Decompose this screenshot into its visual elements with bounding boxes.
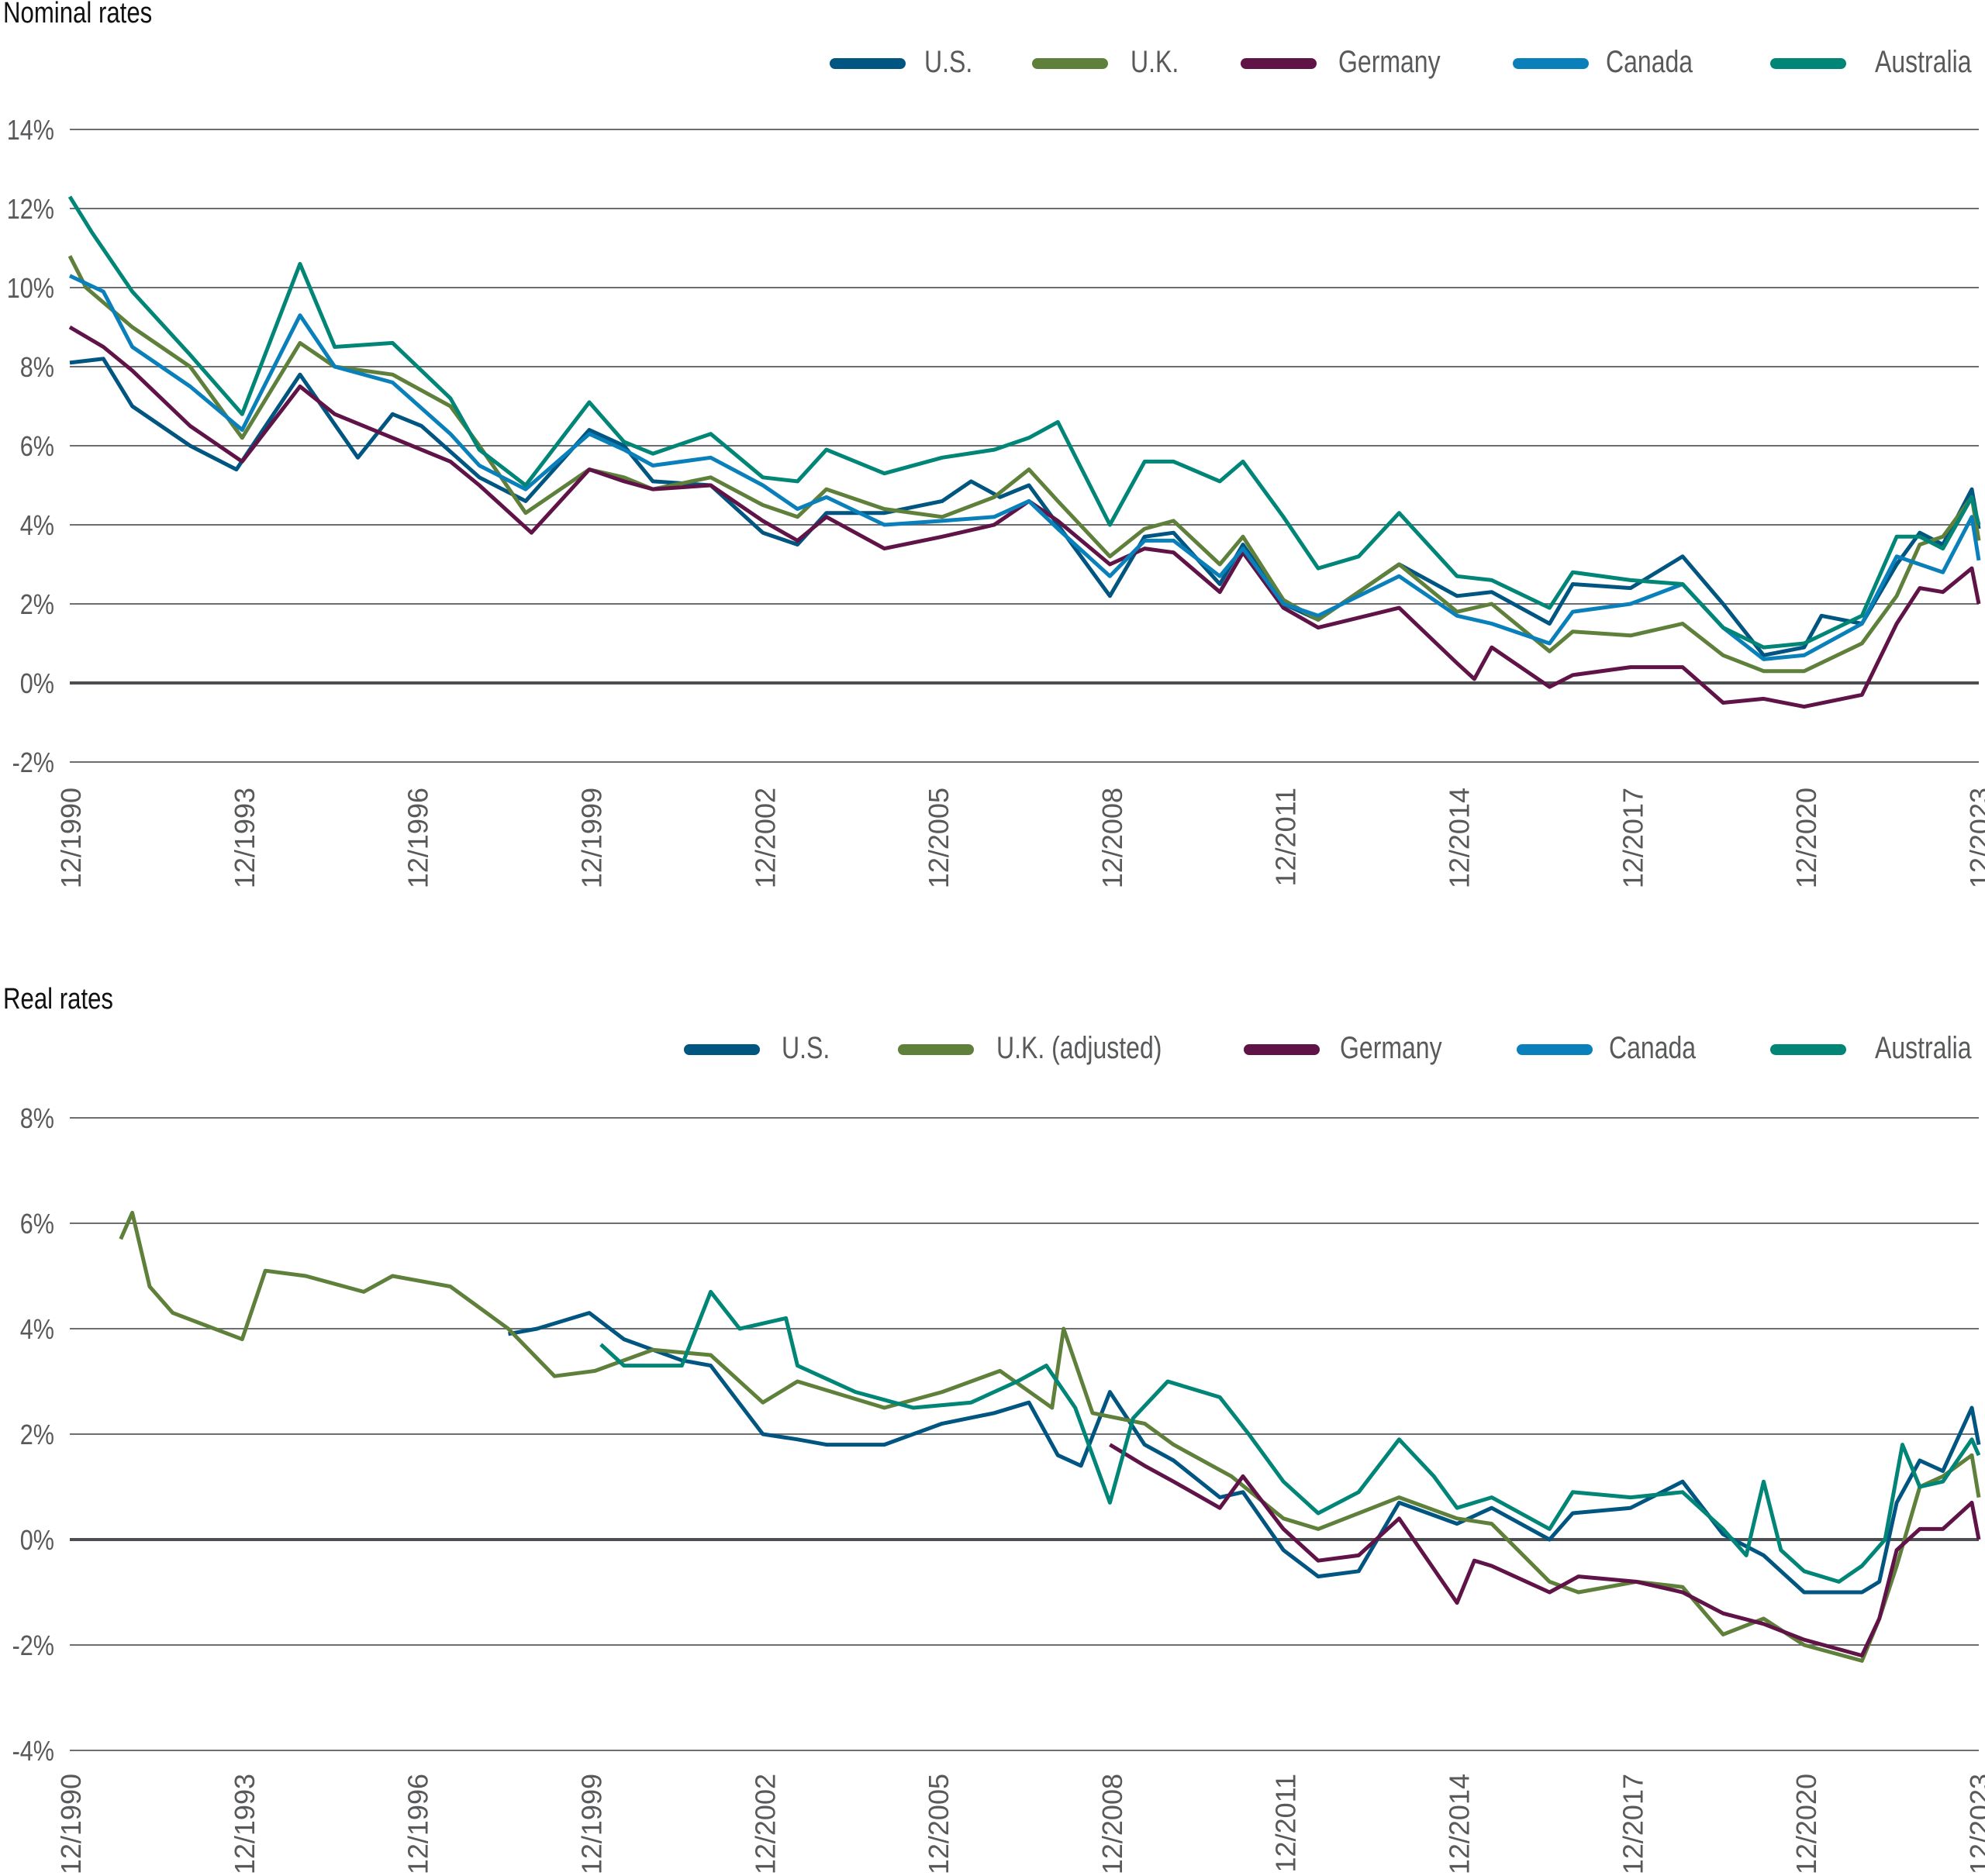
x-tick-label: 12/2002 [749, 788, 781, 888]
series-line-us [508, 1311, 1981, 1595]
x-tick-label: 12/2008 [1096, 1774, 1128, 1874]
legend-swatch-australia [1770, 58, 1846, 69]
x-tick-label: 12/2005 [923, 1774, 955, 1874]
y-tick-label: -2% [12, 748, 54, 779]
legend-swatch-australia [1770, 1044, 1846, 1055]
y-tick-label: 4% [20, 511, 54, 542]
legend-item-us: U.S. [684, 1031, 830, 1065]
legend-swatch-uk [898, 1044, 974, 1055]
x-tick-label: 12/1999 [575, 788, 607, 888]
nominal-chart-title: Nominal rates [3, 0, 153, 29]
x-tick-label: 12/2023 [1964, 1774, 1985, 1874]
legend-item-us: U.S. [830, 45, 972, 79]
series-line-canada [68, 274, 1981, 661]
x-tick-label: 12/1996 [402, 1774, 434, 1874]
legend-item-australia: Australia [1770, 1031, 1972, 1065]
x-tick-label: 12/2023 [1964, 788, 1985, 888]
x-tick-label: 12/1999 [575, 1774, 607, 1874]
legend-swatch-us [830, 58, 906, 69]
legend-item-germany: Germany [1244, 1031, 1442, 1065]
series-line-australia [599, 1289, 1981, 1584]
y-tick-label: 6% [20, 432, 54, 463]
y-tick-label: 14% [7, 116, 54, 147]
y-tick-label: 0% [20, 669, 54, 700]
legend-item-uk: U.K. (adjusted) [898, 1031, 1162, 1065]
legend-label: Germany [1340, 1031, 1442, 1065]
x-tick-label: 12/1993 [229, 788, 261, 888]
series-line-uk [67, 255, 1981, 674]
y-tick-label: 4% [20, 1315, 54, 1346]
legend-item-australia: Australia [1770, 45, 1972, 79]
series-line-australia [67, 195, 1981, 650]
legend-label: Canada [1606, 45, 1693, 79]
x-tick-label: 12/2011 [1270, 1774, 1302, 1872]
y-tick-label: -2% [12, 1631, 54, 1662]
legend-item-uk: U.K. [1032, 45, 1179, 79]
x-tick-label: 12/2017 [1617, 1774, 1648, 1874]
x-tick-label: 12/2017 [1617, 788, 1648, 888]
y-tick-label: 8% [20, 1104, 54, 1135]
legend-label: U.S. [924, 45, 973, 79]
y-tick-label: 10% [7, 274, 54, 305]
series-line-germany [68, 325, 1981, 709]
x-tick-label: 12/2020 [1790, 788, 1822, 888]
series-line-germany [1109, 1443, 1981, 1658]
legend-label: U.K. (adjusted) [996, 1031, 1162, 1065]
y-tick-label: 0% [20, 1526, 54, 1557]
x-tick-label: 12/1996 [402, 788, 434, 888]
x-tick-label: 12/2020 [1790, 1774, 1822, 1874]
real-chart-title: Real rates [3, 983, 114, 1016]
x-tick-label: 12/2005 [923, 788, 955, 888]
y-tick-label: 2% [20, 1420, 54, 1451]
series-line-us [69, 357, 1981, 657]
y-tick-label: 6% [20, 1209, 54, 1240]
legend-item-canada: Canada [1517, 1031, 1696, 1065]
legend-item-germany: Germany [1241, 45, 1441, 79]
legend-label: U.K. [1131, 45, 1179, 79]
y-tick-label: -4% [12, 1736, 54, 1767]
legend-item-canada: Canada [1513, 45, 1693, 79]
legend-label: U.S. [782, 1031, 830, 1065]
legend-swatch-canada [1517, 1044, 1593, 1055]
y-tick-label: 12% [7, 195, 54, 226]
x-tick-label: 12/1990 [55, 1774, 87, 1874]
x-tick-label: 12/2008 [1096, 788, 1128, 888]
y-tick-label: 8% [20, 353, 54, 384]
legend-swatch-germany [1244, 1044, 1320, 1055]
x-tick-label: 12/2014 [1444, 788, 1476, 888]
x-tick-label: 12/2011 [1270, 788, 1302, 886]
legend-label: Canada [1609, 1031, 1697, 1065]
x-tick-label: 12/1990 [55, 788, 87, 888]
legend-swatch-uk [1032, 58, 1108, 69]
legend-swatch-germany [1241, 58, 1317, 69]
x-tick-label: 12/2002 [749, 1774, 781, 1874]
legend-swatch-us [684, 1044, 760, 1055]
legend-label: Australia [1875, 45, 1972, 79]
x-tick-label: 12/1993 [229, 1774, 261, 1874]
legend-label: Australia [1875, 1031, 1972, 1065]
legend-swatch-canada [1513, 58, 1589, 69]
x-tick-label: 12/2014 [1444, 1774, 1476, 1874]
y-tick-label: 2% [20, 590, 54, 621]
legend-label: Germany [1338, 45, 1441, 79]
